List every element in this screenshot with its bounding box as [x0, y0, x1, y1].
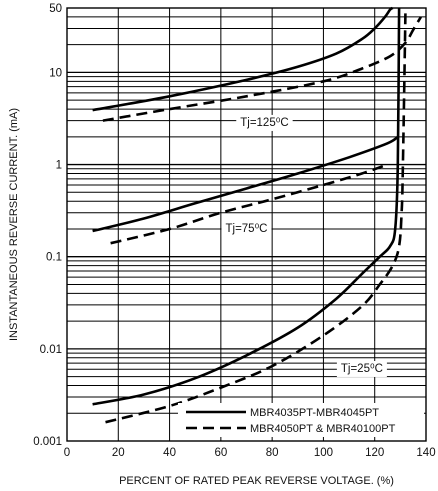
series-line-dashed-5 [105, 7, 407, 424]
x-tick-label: 40 [163, 447, 176, 459]
x-tick-label: 0 [64, 447, 70, 459]
y-tick-label: 1 [56, 160, 62, 172]
temperature-annotation: Tj=75⁰C [221, 220, 272, 237]
legend-label: MBR4035PT-MBR4045PT [250, 407, 379, 419]
temperature-annotation: Tj=25⁰C [336, 360, 387, 377]
x-tick-label: 20 [112, 447, 125, 459]
x-tick-label: 80 [266, 447, 279, 459]
series-line-solid-0 [92, 6, 394, 112]
annotation-background [236, 114, 293, 131]
plot-frame [66, 7, 427, 442]
y-tick-label: 0.01 [40, 344, 62, 356]
annotation-background [336, 360, 387, 377]
series-line-solid-2 [92, 135, 399, 233]
y-tick-label: 0.1 [46, 252, 62, 264]
legend: MBR4035PT-MBR4045PT MBR4050PT & MBR40100P… [178, 403, 424, 437]
temperature-annotation: Tj=125⁰C [236, 114, 293, 131]
y-tick-label: 10 [49, 67, 62, 79]
annotation-label: Tj=125⁰C [240, 117, 288, 129]
y-axis-label: INSTANTANEOUS REVERSE CURRENT. (mA) [8, 108, 20, 341]
x-tick-label: 60 [214, 447, 227, 459]
series-group [92, 6, 423, 424]
annotation-background [221, 220, 272, 237]
x-tick-label: 140 [416, 447, 435, 459]
y-tick-label: 0.001 [33, 436, 62, 448]
x-axis-label: PERCENT OF RATED PEAK REVERSE VOLTAGE. (… [119, 475, 394, 487]
y-tick-label: 50 [49, 3, 62, 15]
x-tick-label: 120 [365, 447, 384, 459]
tick-labels: 0 20 40 60 80 100 120 140 0.001 0.01 0.1 1 10 50 [33, 3, 435, 459]
series-line-dashed-1 [102, 16, 423, 122]
legend-background [178, 403, 424, 437]
x-tick-label: 100 [314, 447, 333, 459]
legend-label: MBR4050PT & MBR40100PT [250, 423, 396, 435]
annotations-group: Tj=125⁰C Tj=75⁰C Tj=25⁰C [221, 114, 387, 377]
series-line-solid-4 [92, 7, 401, 406]
series-line-dashed-3 [110, 163, 388, 245]
annotation-label: Tj=75⁰C [225, 223, 267, 235]
annotation-label: Tj=25⁰C [341, 363, 383, 375]
